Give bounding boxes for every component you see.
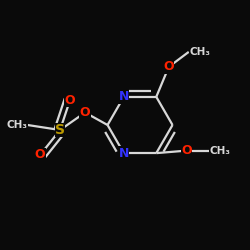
Text: CH₃: CH₃ <box>189 47 210 57</box>
Text: O: O <box>35 148 46 162</box>
Text: O: O <box>181 144 192 157</box>
Text: S: S <box>55 123 65 137</box>
Text: CH₃: CH₃ <box>6 120 27 130</box>
Text: O: O <box>164 60 174 73</box>
Text: N: N <box>118 147 129 160</box>
Text: O: O <box>65 94 75 106</box>
Text: N: N <box>118 90 129 103</box>
Text: CH₃: CH₃ <box>209 146 230 156</box>
Text: O: O <box>80 106 90 119</box>
